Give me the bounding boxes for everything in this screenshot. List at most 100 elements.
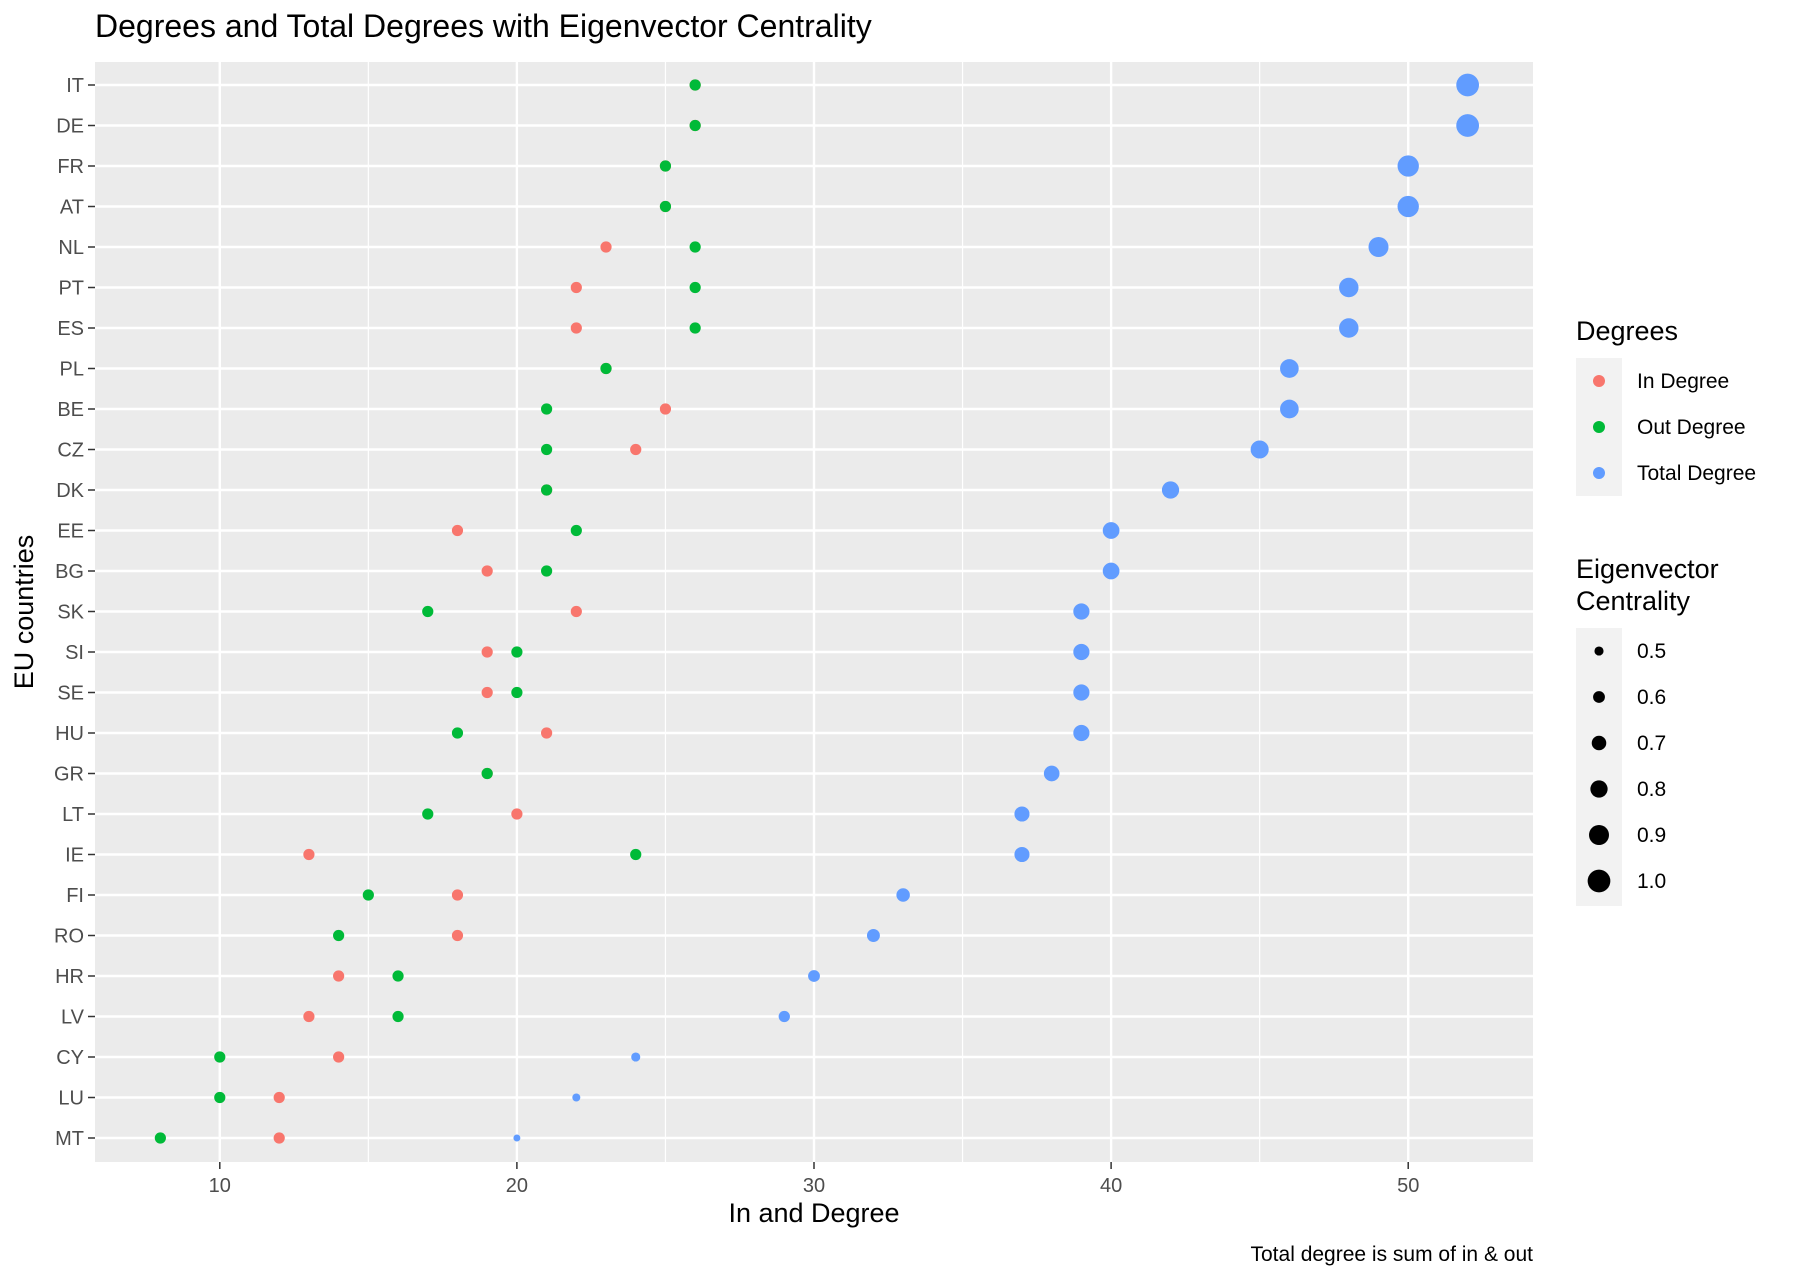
y-tick-label: HR [55,966,84,988]
data-point [1339,318,1359,338]
y-tick-label: SK [57,602,84,624]
y-tick-label: ES [57,318,84,340]
data-point [570,605,582,618]
y-tick-label: DE [56,116,84,138]
data-point [1014,846,1030,863]
y-tick-label: IT [66,75,84,97]
data-point [451,929,464,942]
data-point [1368,237,1389,257]
y-tick-label: SE [57,683,84,705]
data-point [630,443,642,456]
data-point [570,281,582,294]
legend-size-label: 0.9 [1637,824,1666,847]
y-tick-label: IE [65,845,84,867]
legend-degrees-label: In Degree [1637,370,1729,393]
y-tick-label: PL [60,359,84,381]
legend-size-key [1594,646,1604,656]
y-tick-label: BE [57,399,84,421]
data-point [570,524,582,537]
legend-size-key [1587,869,1611,893]
data-point [1280,359,1299,378]
data-point [451,524,464,537]
y-tick-label: FR [57,156,84,178]
data-point [1043,765,1060,782]
data-point [541,565,553,577]
data-point [896,888,910,902]
data-point [333,1051,345,1063]
legend-size-label: 0.6 [1637,686,1666,709]
data-point [630,848,642,861]
x-tick-label: 10 [209,1175,231,1197]
data-point [451,889,464,901]
y-tick-label: LV [61,1007,85,1029]
legend-degrees-label: Total Degree [1637,462,1756,485]
x-tick-label: 50 [1397,1175,1419,1197]
legend-degrees-label: Out Degree [1637,416,1746,439]
legend-degrees-key [1593,375,1605,387]
y-tick-label: SI [65,642,84,664]
legend-size-label: 0.8 [1637,778,1666,801]
y-tick-label: HU [55,723,84,745]
y-tick-label: AT [60,197,84,219]
data-point [1073,603,1090,620]
data-point [1250,440,1269,459]
data-point [1339,277,1359,298]
y-tick-label: CZ [57,440,84,462]
data-point [659,160,672,172]
data-point [541,443,553,456]
data-point [689,119,701,132]
data-point [600,241,612,253]
data-point [1073,643,1090,661]
data-point [481,686,493,699]
data-point [1397,155,1419,177]
data-point [541,484,553,496]
data-point [422,808,434,820]
data-point [333,929,345,942]
data-point [689,281,701,294]
data-points [154,73,1479,1144]
data-point [422,605,434,618]
data-point [511,646,523,658]
data-point [1102,522,1120,539]
data-point [513,1134,521,1142]
y-tick-label: BG [55,561,84,583]
series-total-degree [513,73,1479,1142]
y-tick-label: NL [58,237,84,259]
y-axis-title: EU countries [9,535,39,690]
legend-size-title-line-2: Centrality [1576,586,1691,616]
legend-size-key [1589,825,1609,845]
chart-caption: Total degree is sum of in & out [1251,1243,1534,1266]
y-tick-label: GR [54,764,84,786]
legend-degrees-key [1593,467,1605,479]
data-point [451,727,464,739]
data-point [214,1051,226,1063]
data-point [689,79,701,91]
data-point [303,848,315,861]
legend-degrees-key [1593,421,1605,433]
legend-size-key [1593,691,1605,703]
legend-size-title-line-1: Eigenvector [1576,554,1719,584]
y-tick-label: FI [66,885,84,907]
y-tick-label: CY [56,1047,84,1069]
data-point [273,1132,285,1144]
y-tick-label: PT [58,278,84,300]
data-point [481,565,493,577]
x-tick-label: 30 [803,1175,825,1197]
data-point [541,727,553,739]
x-axis-title: In and Degree [728,1198,899,1228]
y-tick-label: DK [56,480,84,502]
y-tick-label: LT [62,804,84,826]
data-point [1456,73,1479,97]
data-point [1161,481,1180,499]
x-tick-label: 20 [506,1175,528,1197]
legend-degrees-title: Degrees [1576,316,1678,346]
data-point [333,970,345,982]
data-point [659,403,672,415]
legend-size-label: 0.7 [1637,732,1666,755]
data-point [392,970,404,982]
legend-eigenvector-centrality: Eigenvector Centrality 0.5 0.6 0.7 0.8 0.9 1.… [1576,554,1719,906]
data-point [154,1132,166,1144]
x-tick-labels: 10 20 30 40 50 [209,1162,1419,1197]
data-point [1280,399,1299,419]
data-point [1073,724,1090,742]
